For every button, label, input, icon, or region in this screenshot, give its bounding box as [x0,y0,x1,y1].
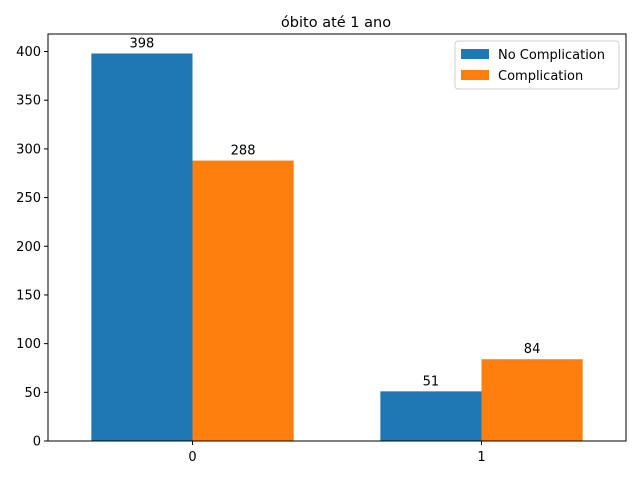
value-labels-group: 398 51 288 84 [130,36,541,389]
legend-label: No Complication [498,48,605,63]
bar-complication-0 [192,160,294,441]
bars-group [91,53,583,441]
legend-box [454,40,620,90]
x-tick-label: 0 [188,450,196,465]
axes-group: 0 50 100 150 200 250 300 350 400 0 1 [16,33,627,465]
y-tick-label: 350 [16,94,41,109]
bar-value-label: 398 [130,36,155,51]
y-tick-label: 300 [16,142,41,157]
legend-swatch [461,70,489,80]
y-tick-label: 150 [16,288,41,303]
y-tick-label: 0 [33,435,41,450]
bar-no-complication-0 [91,53,193,441]
chart-title: óbito até 1 ano [281,15,391,31]
x-tick-label: 1 [477,450,485,465]
y-tick-label: 250 [16,191,41,206]
legend: No Complication Complication [454,40,620,90]
bar-value-label: 288 [231,144,256,159]
y-tick-label: 200 [16,240,41,255]
legend-label: Complication [498,69,583,84]
bar-value-label: 51 [423,374,440,389]
y-tick-label: 100 [16,337,41,352]
legend-swatch [461,49,489,59]
y-tick-label: 50 [24,386,41,401]
bar-complication-1 [481,359,583,441]
bar-no-complication-1 [380,391,482,441]
y-tick-label: 400 [16,45,41,60]
bar-value-label: 84 [524,342,541,357]
plot-frame [47,33,627,442]
